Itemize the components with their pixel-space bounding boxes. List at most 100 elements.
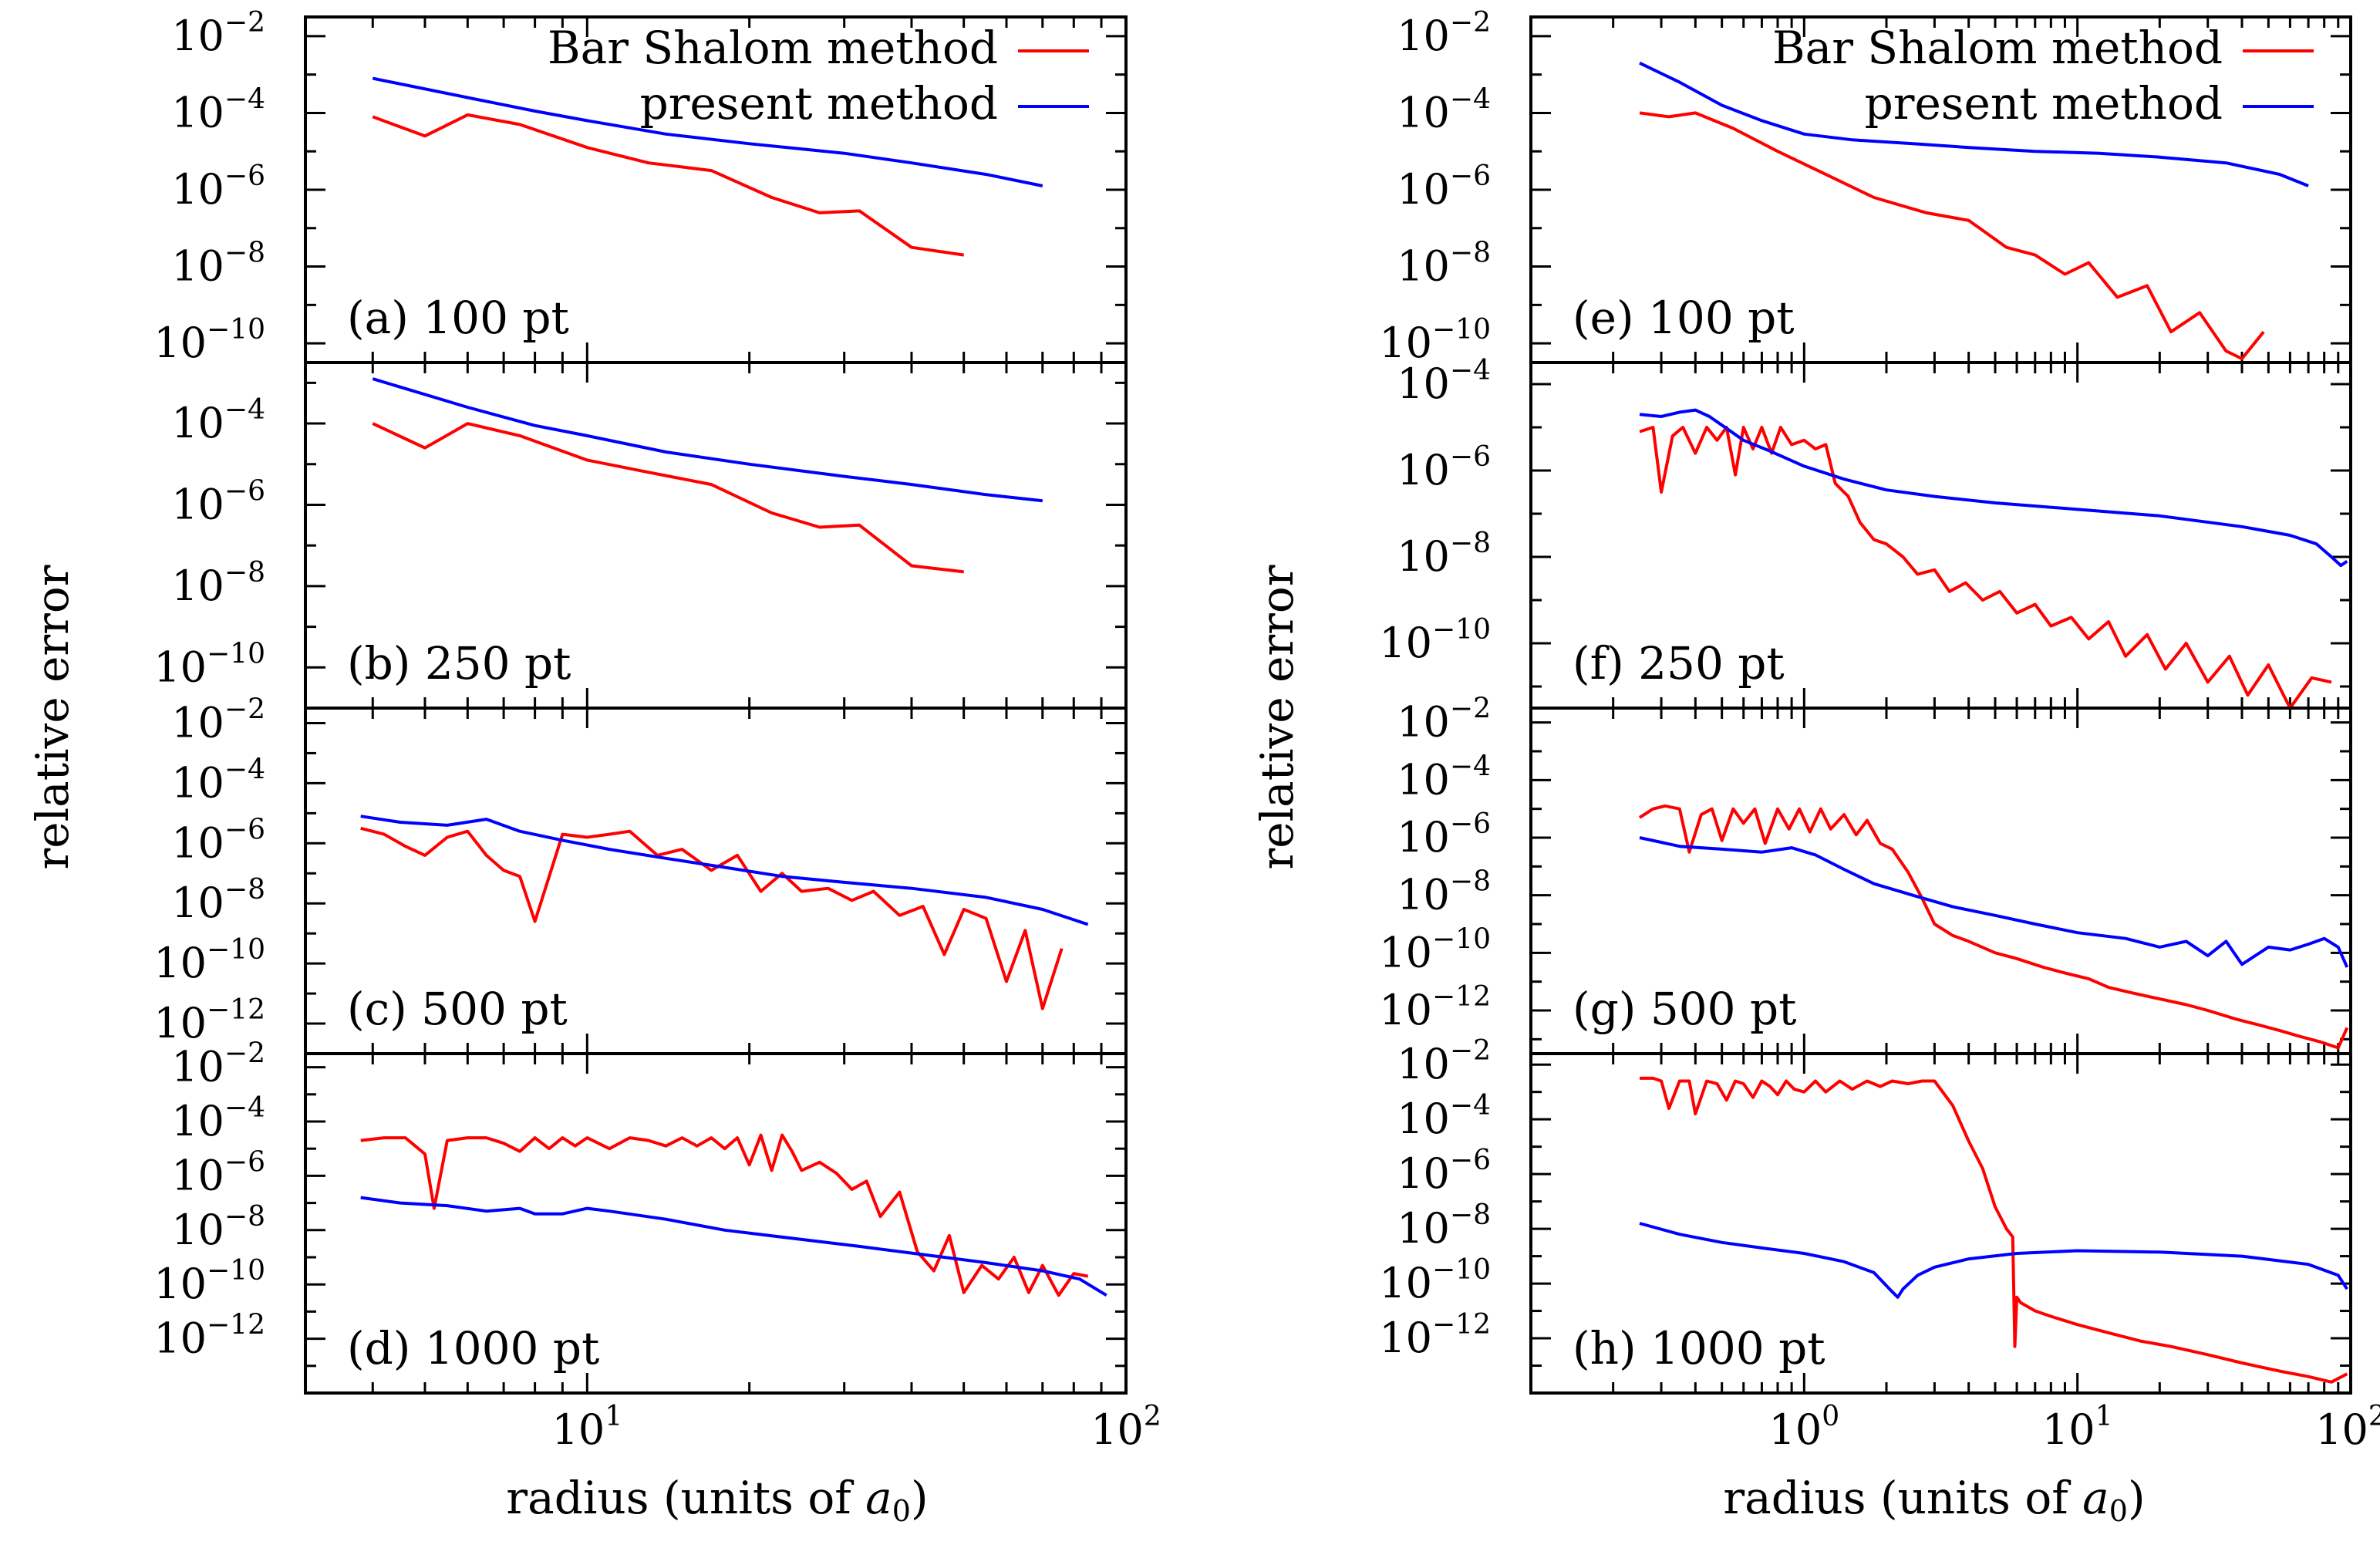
y-tick-base: 10 bbox=[1379, 1314, 1432, 1362]
y-tick-exponent: −8 bbox=[1450, 238, 1491, 269]
series-line-bar-shalom bbox=[360, 826, 1064, 1010]
y-tick-base: 10 bbox=[1397, 871, 1450, 919]
panel-b: 10−410−610−810−10 (b) 250 pt bbox=[153, 361, 1128, 710]
xlabel-left: radius (units of a0) bbox=[506, 1472, 928, 1528]
series-line-present bbox=[372, 377, 1043, 503]
x-tick-exponent: 0 bbox=[1822, 1401, 1839, 1432]
y-tick-label: 10−8 bbox=[1397, 866, 1491, 919]
x-tick-base: 10 bbox=[2042, 1405, 2095, 1454]
y-tick-exponent: −6 bbox=[224, 475, 265, 507]
y-tick-base: 10 bbox=[1379, 619, 1432, 667]
y-tick-label: 10−8 bbox=[1397, 528, 1491, 581]
y-tick-exponent: −6 bbox=[224, 160, 265, 192]
series-line-present bbox=[360, 1196, 1107, 1297]
y-tick-exponent: −8 bbox=[1450, 1199, 1491, 1231]
y-tick-base: 10 bbox=[171, 12, 224, 60]
y-tick-exponent: −2 bbox=[1450, 7, 1491, 39]
x-tick-base: 10 bbox=[552, 1405, 605, 1454]
y-tick-base: 10 bbox=[1397, 446, 1450, 494]
y-tick-exponent: −10 bbox=[1432, 1254, 1491, 1286]
y-tick-label: 10−6 bbox=[171, 475, 265, 528]
y-tick-label: 10−6 bbox=[171, 160, 265, 214]
y-tick-label: 10−10 bbox=[1379, 923, 1491, 977]
y-tick-label: 10−4 bbox=[171, 754, 265, 807]
y-tick-exponent: −4 bbox=[1450, 1090, 1491, 1122]
y-tick-base: 10 bbox=[171, 480, 224, 528]
y-tick-exponent: −4 bbox=[1450, 355, 1491, 386]
y-tick-base: 10 bbox=[153, 939, 207, 987]
x-tick-label: 101 bbox=[552, 1401, 623, 1454]
panel-f: 10−410−610−810−10(f) 250 pt bbox=[1379, 355, 2352, 710]
y-tick-base: 10 bbox=[1397, 755, 1450, 804]
series-line-bar-shalom bbox=[372, 422, 964, 574]
y-tick-label: 10−8 bbox=[171, 874, 265, 927]
y-tick-exponent: −8 bbox=[224, 874, 265, 906]
series-line-present bbox=[360, 815, 1089, 926]
y-tick-exponent: −10 bbox=[1432, 614, 1491, 646]
y-tick-base: 10 bbox=[171, 1043, 224, 1091]
xlabel-right: radius (units of a0) bbox=[1723, 1472, 2145, 1528]
y-tick-base: 10 bbox=[171, 698, 224, 747]
y-tick-exponent: −4 bbox=[1450, 751, 1491, 782]
y-tick-exponent: −12 bbox=[207, 994, 265, 1026]
y-tick-base: 10 bbox=[153, 1314, 207, 1363]
y-tick-base: 10 bbox=[1397, 1095, 1450, 1143]
y-tick-base: 10 bbox=[153, 319, 207, 367]
y-tick-label: 10−6 bbox=[171, 814, 265, 867]
series-line-bar-shalom bbox=[1639, 426, 2332, 708]
y-tick-label: 10−12 bbox=[1379, 1309, 1491, 1362]
y-tick-label: 10−10 bbox=[153, 934, 265, 987]
y-tick-exponent: −8 bbox=[224, 238, 265, 269]
xlabel-left-symbol: a bbox=[865, 1472, 892, 1524]
y-tick-label: 10−8 bbox=[1397, 1199, 1491, 1253]
y-tick-exponent: −6 bbox=[1450, 441, 1491, 473]
legend-label: present method bbox=[1865, 77, 2223, 130]
y-tick-label: 10−2 bbox=[171, 7, 265, 60]
y-tick-label: 10−2 bbox=[1397, 7, 1491, 60]
y-tick-label: 10−6 bbox=[1397, 808, 1491, 862]
y-tick-base: 10 bbox=[1379, 1259, 1432, 1307]
xlabel-left-subscript: 0 bbox=[892, 1494, 911, 1528]
y-tick-label: 10−4 bbox=[1397, 751, 1491, 804]
xlabel-left-prefix: radius (units of bbox=[506, 1472, 865, 1524]
y-tick-label: 10−8 bbox=[171, 1201, 265, 1254]
y-tick-label: 10−4 bbox=[1397, 355, 1491, 408]
panel-label: (a) 100 pt bbox=[347, 292, 569, 344]
y-tick-label: 10−4 bbox=[1397, 83, 1491, 137]
y-tick-exponent: −6 bbox=[224, 1146, 265, 1178]
y-tick-label: 10−8 bbox=[171, 238, 265, 291]
y-tick-label: 10−8 bbox=[1397, 238, 1491, 291]
y-tick-exponent: −4 bbox=[1450, 83, 1491, 115]
y-tick-exponent: −6 bbox=[1450, 1145, 1491, 1176]
y-tick-base: 10 bbox=[1397, 165, 1450, 214]
y-tick-label: 10−4 bbox=[171, 1092, 265, 1145]
y-tick-exponent: −12 bbox=[1432, 1309, 1491, 1341]
y-tick-exponent: −10 bbox=[207, 638, 265, 670]
y-tick-exponent: −4 bbox=[224, 83, 265, 115]
series-line-bar-shalom bbox=[1639, 111, 2265, 360]
y-tick-label: 10−6 bbox=[1397, 160, 1491, 214]
y-tick-base: 10 bbox=[1397, 1204, 1450, 1253]
y-tick-base: 10 bbox=[1397, 359, 1450, 408]
series-line-present bbox=[372, 76, 1043, 187]
y-tick-base: 10 bbox=[153, 999, 207, 1047]
series-line-bar-shalom bbox=[1638, 804, 2349, 1050]
y-tick-base: 10 bbox=[171, 1097, 224, 1145]
y-tick-label: 10−6 bbox=[1397, 441, 1491, 494]
x-tick-exponent: 1 bbox=[2095, 1401, 2113, 1432]
y-tick-label: 10−10 bbox=[153, 638, 265, 691]
y-tick-exponent: −12 bbox=[1432, 981, 1491, 1013]
y-tick-base: 10 bbox=[1397, 532, 1450, 581]
y-tick-exponent: −2 bbox=[224, 1038, 265, 1070]
panel-label: (b) 250 pt bbox=[347, 637, 571, 690]
y-tick-exponent: −6 bbox=[1450, 808, 1491, 840]
y-tick-base: 10 bbox=[1397, 1040, 1450, 1088]
y-tick-exponent: −8 bbox=[224, 557, 265, 589]
y-tick-label: 10−6 bbox=[1397, 1145, 1491, 1198]
y-tick-exponent: −8 bbox=[1450, 866, 1491, 898]
y-tick-base: 10 bbox=[171, 562, 224, 610]
